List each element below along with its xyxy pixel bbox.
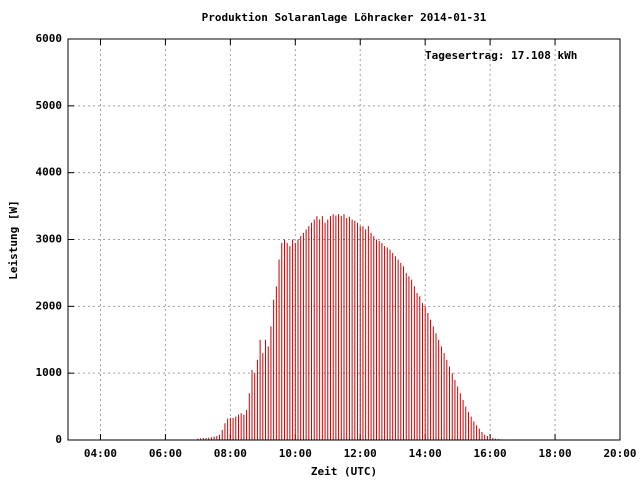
y-tick-label: 1000 (36, 366, 63, 379)
x-tick-label: 18:00 (538, 447, 571, 460)
x-tick-label: 12:00 (344, 447, 377, 460)
x-axis-label: Zeit (UTC) (311, 465, 377, 478)
annotation: Tagesertrag: 17.108 kWh (425, 49, 577, 62)
y-tick-label: 3000 (36, 233, 63, 246)
y-tick-label: 4000 (36, 166, 63, 179)
y-tick-label: 0 (55, 433, 62, 446)
x-tick-label: 16:00 (474, 447, 507, 460)
x-tick-label: 08:00 (214, 447, 247, 460)
y-tick-label: 5000 (36, 99, 63, 112)
x-tick-label: 14:00 (409, 447, 442, 460)
x-tick-label: 10:00 (279, 447, 312, 460)
plot-border (67, 38, 621, 441)
x-tick-label: 04:00 (84, 447, 117, 460)
x-tick-label: 20:00 (603, 447, 636, 460)
x-tick-label: 06:00 (149, 447, 182, 460)
y-tick-label: 6000 (36, 32, 63, 45)
y-axis-label: Leistung [W] (7, 200, 20, 279)
y-tick-label: 2000 (36, 299, 63, 312)
chart-title: Produktion Solaranlage Löhracker 2014-01… (202, 11, 487, 24)
